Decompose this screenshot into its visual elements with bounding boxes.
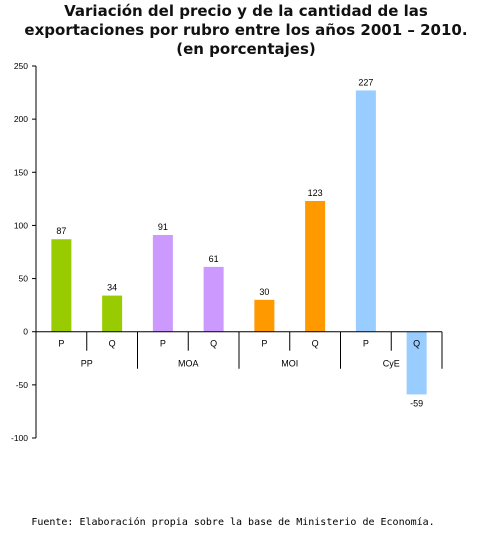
bar — [355, 90, 376, 332]
y-tick-label: 0 — [23, 327, 28, 337]
x-group-label: MOA — [178, 359, 199, 369]
bar — [406, 331, 427, 395]
x-group-label: MOI — [281, 359, 298, 369]
data-label: 87 — [56, 226, 66, 236]
x-category-label: P — [160, 339, 166, 349]
source-note: Fuente: Elaboración propia sobre la base… — [31, 516, 434, 528]
data-label: 227 — [358, 77, 373, 87]
data-label: 91 — [158, 222, 168, 232]
x-group-label: PP — [81, 359, 93, 369]
data-label: 61 — [209, 254, 219, 264]
bar — [203, 266, 224, 332]
data-label: 34 — [107, 283, 117, 293]
chart-title-line-2: exportaciones por rubro entre los años 2… — [24, 21, 467, 39]
x-group-label: CyE — [383, 359, 400, 369]
x-category-label: Q — [109, 339, 116, 349]
y-tick-label: -100 — [11, 433, 28, 443]
bar — [152, 234, 173, 332]
y-tick-label: -50 — [16, 380, 29, 390]
plot-area: -100 -50 0 50 100 150 200 250 87 34 91 61 30 123 227 -5… — [11, 61, 443, 443]
x-category-label: P — [58, 339, 64, 349]
chart-title-line-1: Variación del precio y de la cantidad de… — [64, 2, 428, 20]
chart-title-line-3: (en porcentajes) — [176, 40, 316, 58]
y-tick-label: 100 — [14, 220, 28, 230]
y-tick-label: 250 — [14, 61, 28, 71]
x-category-label: P — [261, 339, 267, 349]
data-label: 30 — [259, 287, 269, 297]
bar — [102, 295, 123, 332]
y-tick-label: 200 — [14, 114, 28, 124]
bar — [51, 239, 72, 332]
data-label: -59 — [410, 398, 423, 408]
y-tick-label: 50 — [19, 274, 29, 284]
x-category-label: Q — [413, 339, 420, 349]
x-category-label: Q — [210, 339, 217, 349]
data-label: 123 — [308, 188, 323, 198]
x-category-label: Q — [312, 339, 319, 349]
x-category-label: P — [363, 339, 369, 349]
y-tick-label: 150 — [14, 167, 28, 177]
bar — [305, 200, 326, 332]
bar — [254, 299, 275, 332]
